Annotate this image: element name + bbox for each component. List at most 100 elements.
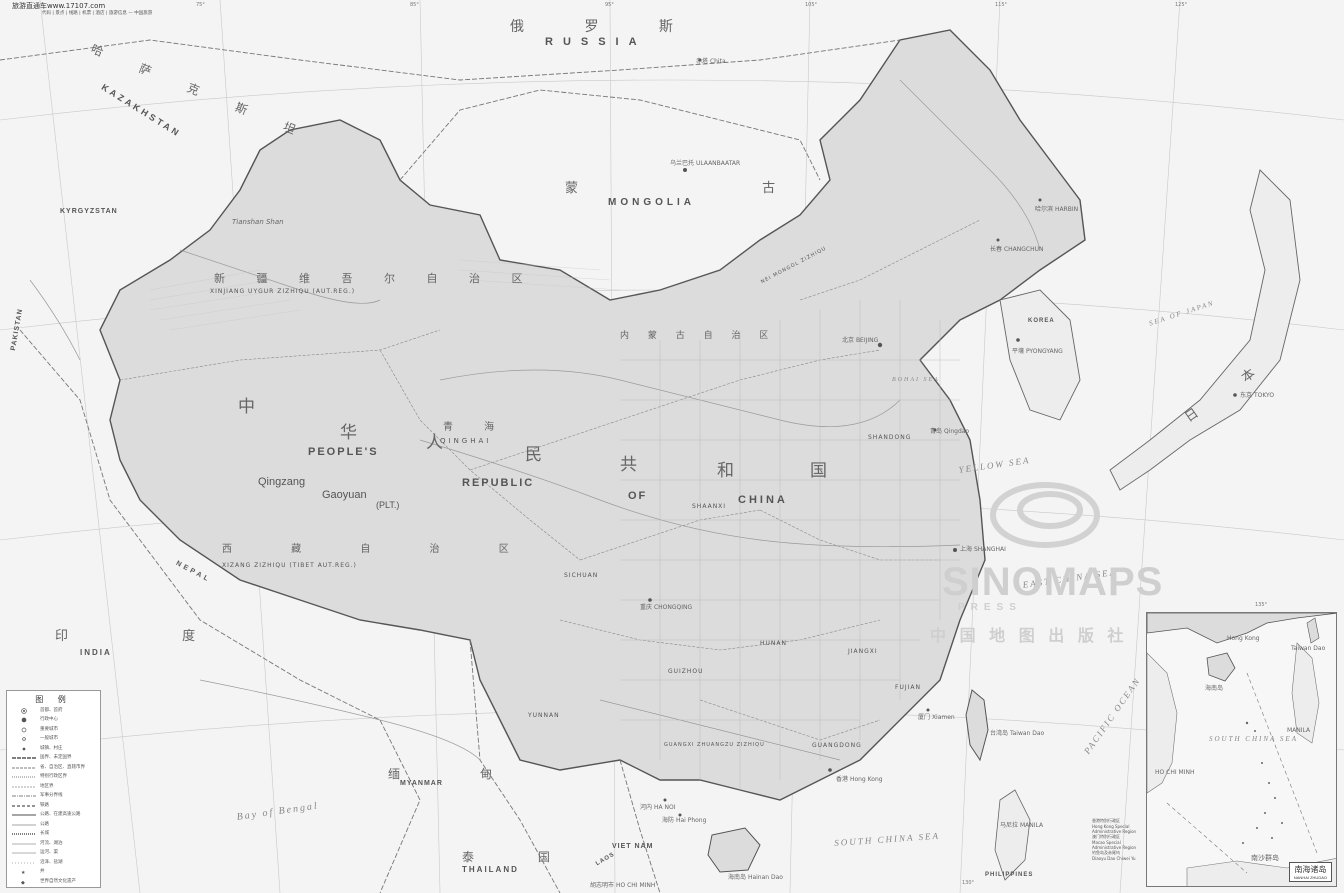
label-yunnan: YUNNAN (528, 712, 560, 719)
city-changchun[interactable]: 长春 CHANGCHUN (990, 244, 1043, 253)
city-harbin-en: HARBIN (1054, 206, 1079, 213)
city-taiwan[interactable]: 台湾岛 Taiwan Dao (990, 728, 1044, 737)
city-hai-phong-zh: 海防 (662, 817, 675, 824)
road-network (620, 300, 960, 790)
legend-label: 公路、在建高速公路 (40, 812, 81, 818)
label-china-zh-7: 国 (810, 461, 827, 481)
city-pyongyang-zh: 平壤 (1012, 348, 1025, 355)
legend-row: 河流、湖泊 (7, 838, 100, 848)
legend-row: 重要城市 (7, 724, 100, 734)
legend-label: 军事分界线 (40, 793, 63, 799)
city-qingdao[interactable]: 青岛 Qingdao (930, 426, 969, 435)
inset-islands-label: 南沙群岛 (1251, 854, 1279, 862)
label-india-zh: 印 度 (55, 629, 251, 644)
site-banner[interactable]: 旅游直通车www.17107.com (12, 2, 106, 10)
tick-lon-125: 125° (1175, 2, 1188, 8)
city-shanghai[interactable]: 上海 SHANGHAI (960, 544, 1006, 553)
watermark-press: PRESS (958, 602, 1022, 613)
label-bohai-sea: BOHAI SEA (892, 377, 940, 383)
city-chita[interactable]: 赤塔 Chita (696, 56, 726, 65)
city-changchun-en: CHANGCHUN (1003, 246, 1044, 253)
city-ulaanbaatar-en: ULAANBAATAR (695, 160, 741, 167)
label-india-en: INDIA (80, 648, 112, 657)
label-china-en-china: CHINA (738, 494, 788, 506)
tick-lon-105: 105° (805, 2, 818, 8)
city-hainan-zh: 海南岛 (728, 874, 747, 881)
note-diaoyu-en: Diaoyu Dao Chiwei Yu (1092, 856, 1136, 861)
label-sichuan: SICHUAN (564, 572, 599, 579)
mongolia-border (399, 89, 821, 181)
city-ho-chi-minh-en: HO CHI MINH (615, 882, 656, 889)
legend-label: 特别行政区界 (40, 774, 67, 780)
legend-symbol-icon (11, 746, 37, 751)
label-china-zh-1: 中 (238, 397, 255, 417)
label-jiangxi: JIANGXI (848, 648, 878, 655)
japan-islands (1109, 169, 1301, 491)
legend-title: 图 例 (35, 695, 72, 704)
city-harbin-zh: 哈尔滨 (1035, 206, 1054, 213)
city-xiamen-zh: 厦门 (918, 714, 931, 721)
legend-symbol-icon (11, 755, 37, 759)
city-pyongyang[interactable]: 平壤 PYONGYANG (1012, 346, 1063, 355)
hainan-island (707, 827, 761, 873)
label-xinjiang-zh: 新 疆 维 吾 尔 自 治 区 (214, 272, 537, 285)
watermark-zh: 中 国 地 图 出 版 社 (930, 626, 1128, 645)
city-ulaanbaatar-zh: 乌兰巴托 (670, 160, 695, 167)
legend-row: 铁路 (7, 800, 100, 810)
label-guangdong: GUANGDONG (812, 742, 862, 749)
legend-symbol-icon (11, 803, 37, 807)
label-myanmar-en: MYANMAR (400, 780, 443, 787)
legend-row: ★ 井 (7, 867, 100, 876)
legend-row: 地区界 (7, 781, 100, 791)
label-xizang: XIZANG ZIZHIQU (TIBET AUT.REG.) (222, 562, 357, 569)
label-philippines-en: PHILIPPINES (985, 872, 1034, 878)
inset-hainan-label: 海南岛 (1205, 685, 1224, 692)
label-china-zh-3: 人 (426, 433, 443, 453)
legend-label: 省、自治区、直辖市界 (40, 764, 85, 770)
india-border (19, 329, 421, 893)
legend-symbol-icon (11, 784, 37, 788)
legend-symbol-icon (11, 774, 37, 778)
inset-hainan (1206, 652, 1236, 682)
city-beijing-zh: 北京 (842, 337, 855, 344)
city-hai-phong[interactable]: 海防 Hai Phong (662, 815, 706, 824)
city-hong-kong-zh: 香港 (836, 776, 849, 783)
city-ulaanbaatar[interactable]: 乌兰巴托 ULAANBAATAR (670, 158, 740, 167)
city-hainan[interactable]: 海南岛 Hainan Dao (728, 872, 783, 881)
city-hainan-en: Hainan Dao (747, 874, 783, 881)
label-guizhou: GUIZHOU (668, 668, 704, 675)
legend-row: 城镇、村庄 (7, 743, 100, 753)
city-ha-noi[interactable]: 河内 HA NOI (640, 802, 675, 811)
label-hunan: HUNAN (760, 640, 787, 647)
city-manila[interactable]: 马尼拉 MANILA (1000, 820, 1043, 829)
city-ho-chi-minh[interactable]: 胡志明市 HO CHI MINH (590, 880, 655, 889)
china-territory (99, 29, 1086, 801)
city-dots (648, 58, 1237, 817)
inset-taiwan-label: Taiwan Dao (1291, 645, 1326, 652)
inset-title-zh: 南海诸岛 (1294, 865, 1327, 874)
inset-hongkong: Hong Kong (1227, 635, 1260, 642)
legend-symbol-icon (11, 793, 37, 797)
legend-row: 公路 (7, 819, 100, 829)
legend-row: 国界、未定国界 (7, 753, 100, 763)
city-chongqing[interactable]: 重庆 CHONGQING (640, 602, 692, 611)
legend-symbol-icon (11, 860, 37, 864)
legend-symbol-icon (11, 841, 37, 845)
city-ho-chi-minh-zh: 胡志明市 (590, 882, 615, 889)
city-beijing[interactable]: 北京 BEIJING (842, 335, 878, 344)
tick-lon-135: 135° (1255, 602, 1268, 608)
city-tokyo[interactable]: 东京 TOKYO (1240, 390, 1274, 399)
legend-row: 一般城市 (7, 734, 100, 744)
legend-row: 行政中心 (7, 715, 100, 725)
legend-label: 一般城市 (40, 736, 58, 742)
legend-label: 长城 (40, 831, 49, 837)
philippines-islands (994, 789, 1031, 881)
inset-taiwan (1306, 617, 1320, 644)
legend-label: 井 (40, 869, 45, 875)
city-xiamen[interactable]: 厦门 Xiamen (918, 712, 955, 721)
city-harbin[interactable]: 哈尔滨 HARBIN (1035, 204, 1078, 213)
legend-row: 首都、首府 (7, 705, 100, 715)
inset-hochiminh: HO CHI MINH (1155, 769, 1195, 776)
city-hong-kong[interactable]: 香港 Hong Kong (836, 774, 883, 783)
city-tokyo-en: TOKYO (1253, 392, 1275, 399)
